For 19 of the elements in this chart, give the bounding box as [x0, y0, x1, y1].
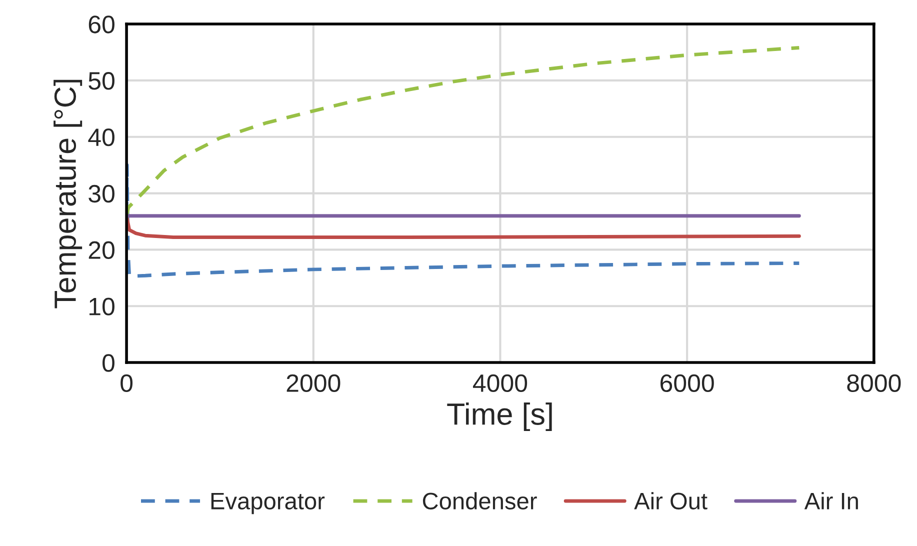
x-tick-label: 4000 [472, 374, 528, 392]
legend-label: Air In [804, 492, 858, 510]
y-tick-label: 30 [88, 184, 114, 203]
x-tick-label: 2000 [286, 374, 340, 392]
x-tick-label: 6000 [660, 374, 714, 392]
legend-label: Air Out [634, 492, 708, 510]
x-tick-label: 8000 [847, 374, 901, 392]
line-series [126, 163, 801, 278]
x-tick-label: 0 [120, 374, 133, 392]
y-tick-label: 50 [88, 72, 114, 90]
y-axis-title: Temperature [°C] [54, 80, 82, 308]
legend-label: Condenser [422, 492, 537, 510]
y-tick-label: 0 [102, 354, 114, 372]
y-tick-label: 10 [90, 298, 114, 316]
y-tick-label: 40 [88, 128, 114, 146]
y-tick-label: 20 [88, 241, 114, 260]
legend-label: Evaporator [211, 492, 325, 514]
y-tick-label: 60 [88, 16, 114, 34]
x-axis-title: Time [s] [447, 402, 552, 431]
